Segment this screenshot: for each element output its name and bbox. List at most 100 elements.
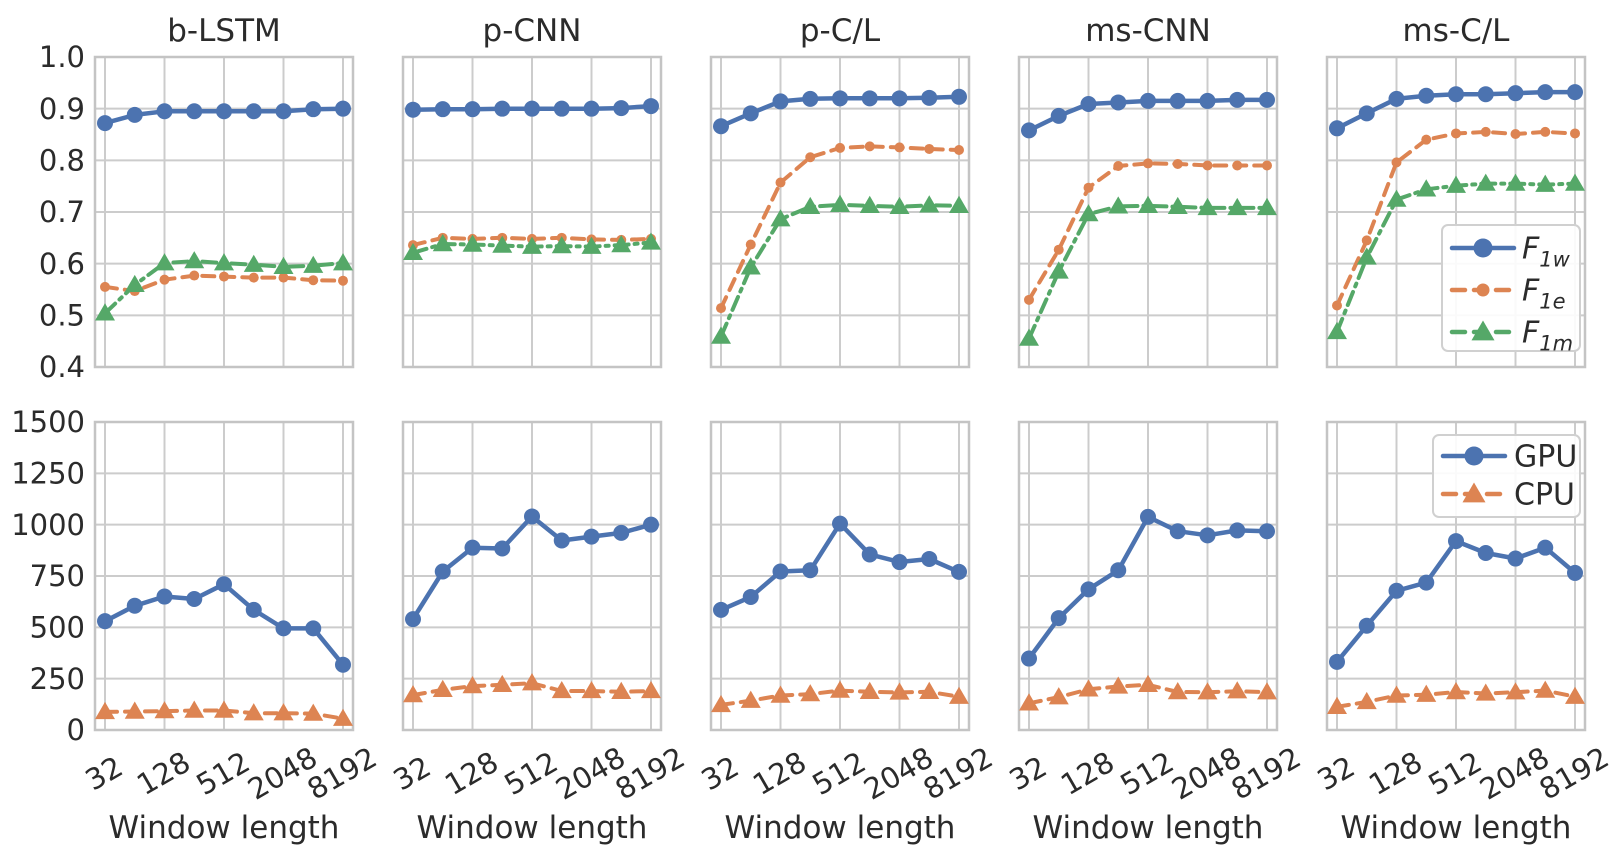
legend-marker-CPU <box>1462 482 1486 503</box>
data-point-b-LSTM-GPU <box>97 613 113 630</box>
data-point-b-LSTM-CPU <box>154 701 175 719</box>
data-point-ms-C/L-F1m <box>1475 173 1496 191</box>
xtick-label: 32 <box>1004 749 1053 797</box>
data-point-p-C/L-F1w <box>713 118 729 135</box>
data-point-p-CNN-GPU <box>494 540 511 557</box>
x-axis-label: Window length <box>1033 810 1264 846</box>
legend-label-CPU: CPU <box>1514 478 1575 513</box>
data-point-p-CNN-F1m <box>432 234 453 252</box>
data-point-ms-C/L-CPU <box>1535 680 1556 698</box>
data-point-ms-CNN-GPU <box>1110 562 1127 579</box>
data-point-ms-C/L-F1e <box>1361 235 1372 246</box>
data-point-b-LSTM-CPU <box>303 703 324 721</box>
data-point-ms-C/L-CPU <box>1446 682 1466 700</box>
data-point-p-C/L-F1w <box>772 93 789 110</box>
xtick-label: 128 <box>131 745 196 802</box>
legend-marker-GPU <box>1464 446 1484 466</box>
ytick-label: 1250 <box>11 456 85 490</box>
data-point-p-C/L-F1e <box>775 177 786 188</box>
data-point-b-LSTM-F1m <box>303 255 324 273</box>
xtick-label: 512 <box>191 745 256 802</box>
data-point-p-CNN-GPU <box>553 532 570 549</box>
data-point-b-LSTM-F1m <box>124 274 145 293</box>
plot-border <box>93 55 355 369</box>
data-point-ms-C/L-GPU <box>1418 574 1435 591</box>
data-point-p-CNN-CPU <box>611 681 632 700</box>
data-point-p-CNN-CPU <box>462 676 483 694</box>
data-point-ms-CNN-CPU <box>1257 682 1277 700</box>
data-point-b-LSTM-F1w <box>335 100 351 117</box>
data-point-p-C/L-F1e <box>924 143 935 154</box>
ytick-label: 0.5 <box>39 298 85 332</box>
data-point-b-LSTM-F1e <box>308 275 319 286</box>
data-point-ms-CNN-GPU <box>1169 523 1186 540</box>
panel-f1-ms-CNN: ms-CNN <box>1017 13 1279 369</box>
ytick-label: 0.6 <box>39 247 85 281</box>
data-point-ms-C/L-GPU <box>1329 653 1345 670</box>
ytick-label: 0.8 <box>39 143 85 177</box>
data-point-b-LSTM-CPU <box>124 701 145 719</box>
data-point-b-LSTM-F1w <box>216 103 232 120</box>
data-point-ms-C/L-F1m <box>1416 179 1437 197</box>
data-point-p-C/L-GPU <box>921 550 938 567</box>
data-point-b-LSTM-GPU <box>275 620 292 637</box>
data-point-ms-CNN-CPU <box>1108 676 1129 694</box>
data-point-p-C/L-F1w <box>951 88 967 105</box>
data-point-b-LSTM-F1w <box>245 103 262 120</box>
plot-border <box>1017 420 1279 732</box>
data-point-ms-C/L-CPU <box>1505 682 1526 700</box>
data-point-ms-C/L-GPU <box>1448 533 1464 550</box>
data-point-b-LSTM-F1m <box>184 251 205 269</box>
data-point-ms-C/L-GPU <box>1388 582 1405 599</box>
data-point-b-LSTM-F1e <box>100 281 110 292</box>
data-point-p-C/L-CPU <box>949 686 969 704</box>
data-point-p-CNN-F1w <box>643 98 659 115</box>
plot-border <box>1325 420 1587 732</box>
x-axis-label: Window length <box>725 810 956 846</box>
data-point-ms-C/L-CPU <box>1416 684 1437 702</box>
data-point-ms-CNN-F1w <box>1140 92 1156 109</box>
data-point-p-CNN-CPU <box>522 673 542 691</box>
data-point-p-C/L-GPU <box>891 554 908 571</box>
data-point-ms-C/L-F1w <box>1567 84 1583 101</box>
data-point-b-LSTM-F1w <box>305 101 322 118</box>
x-axis-label: Window length <box>109 810 340 846</box>
data-point-ms-C/L-F1w <box>1329 120 1345 137</box>
data-point-p-CNN-F1m <box>551 236 572 254</box>
data-point-ms-C/L-CPU <box>1475 683 1496 701</box>
xtick-label: 32 <box>80 749 129 797</box>
data-point-b-LSTM-CPU <box>243 703 264 721</box>
data-point-ms-CNN-GPU <box>1050 610 1067 627</box>
data-point-ms-CNN-CPU <box>1197 682 1218 700</box>
data-point-ms-CNN-CPU <box>1138 674 1158 693</box>
data-point-ms-CNN-GPU <box>1259 523 1275 540</box>
data-point-b-LSTM-F1w <box>156 103 173 120</box>
data-point-p-C/L-GPU <box>772 563 789 580</box>
data-point-p-C/L-F1w <box>921 89 938 106</box>
data-point-p-C/L-F1e <box>954 145 964 155</box>
data-point-b-LSTM-F1e <box>189 270 200 281</box>
data-point-ms-CNN-F1m <box>1108 196 1129 214</box>
subplot-title-p-C/L: p-C/L <box>800 13 881 49</box>
data-point-p-C/L-CPU <box>711 694 731 713</box>
data-point-ms-C/L-F1e <box>1480 126 1491 137</box>
data-point-ms-CNN-F1m <box>1048 261 1069 279</box>
xtick-label: 8192 <box>302 740 383 806</box>
data-point-ms-C/L-F1e <box>1540 126 1551 137</box>
data-point-ms-CNN-F1w <box>1229 91 1246 108</box>
data-point-p-C/L-F1e <box>745 239 756 250</box>
data-point-p-C/L-F1w <box>802 90 819 107</box>
data-point-ms-C/L-CPU <box>1565 686 1585 704</box>
data-point-ms-CNN-F1m <box>1138 195 1158 213</box>
data-point-b-LSTM-F1e <box>278 272 289 283</box>
data-point-p-CNN-GPU <box>434 563 451 580</box>
data-point-b-LSTM-GPU <box>335 656 351 673</box>
data-point-b-LSTM-F1m <box>243 254 264 272</box>
data-point-p-C/L-F1m <box>740 257 761 275</box>
data-point-b-LSTM-F1e <box>248 272 259 283</box>
data-point-ms-CNN-GPU <box>1199 527 1216 544</box>
data-point-ms-C/L-F1m <box>1505 173 1526 191</box>
